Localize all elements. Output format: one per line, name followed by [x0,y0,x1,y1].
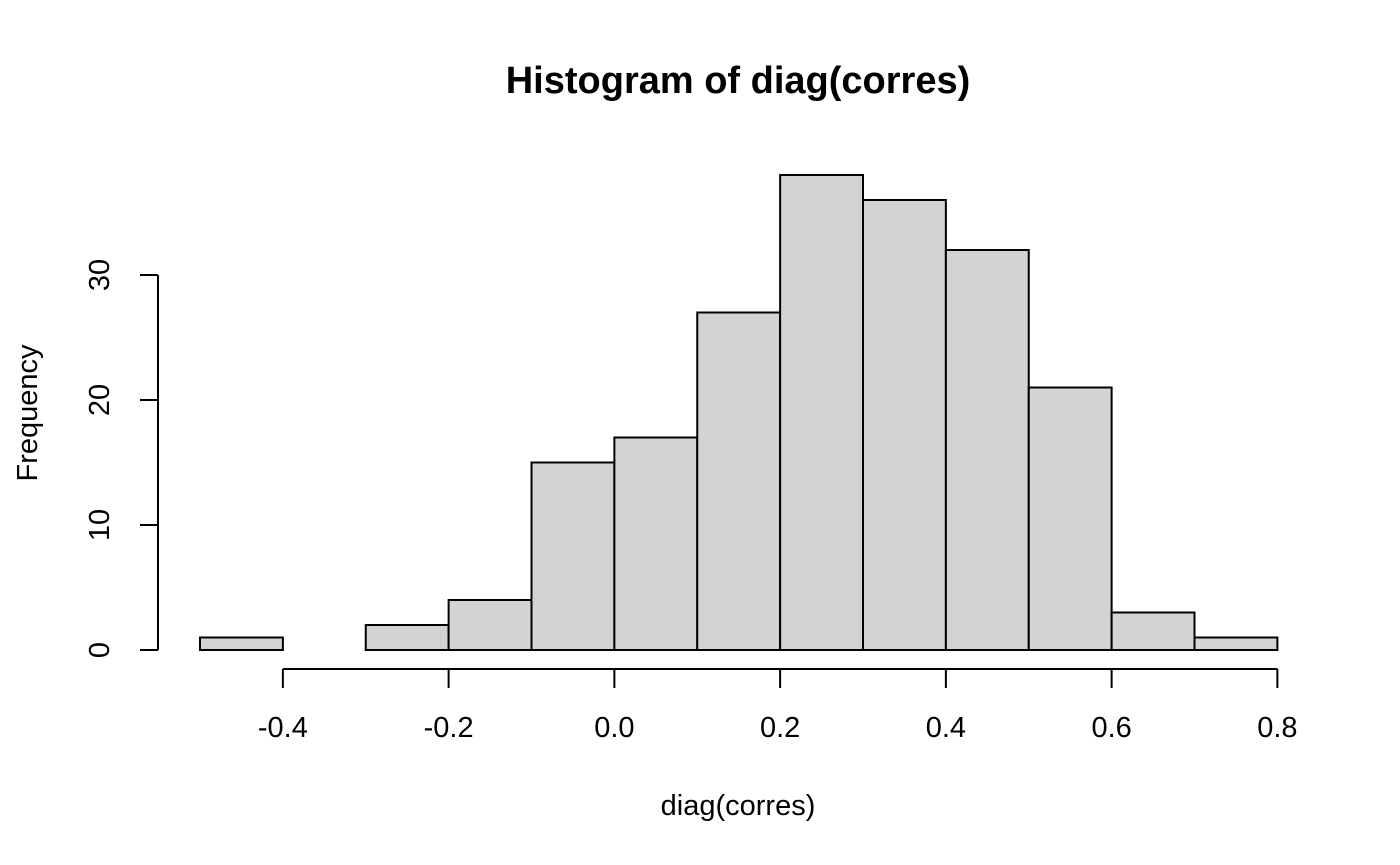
histogram-bar [199,636,284,651]
y-tick-label: 10 [84,509,116,541]
y-tick-label: 0 [84,642,116,658]
histogram-bar [530,461,616,651]
histogram-bar [1027,386,1113,651]
x-tick-label: 0.2 [760,712,800,744]
x-tick-label: 0.4 [926,712,966,744]
y-tick-label: 20 [84,384,116,416]
histogram-bar [613,436,699,651]
x-axis-label: diag(corres) [661,790,816,822]
histogram-bars [199,174,1279,651]
histogram-bar [447,599,533,651]
y-tick-label: 30 [84,259,116,291]
x-tick-label: -0.4 [258,712,308,744]
x-tick-label: 0.6 [1091,712,1131,744]
histogram-bar [364,624,450,651]
histogram-bar [696,311,782,651]
histogram-bar [944,249,1030,651]
histogram-bar [1193,636,1279,651]
x-tick-label: -0.2 [424,712,474,744]
histogram-bar [862,199,947,651]
histogram-bar [779,174,864,651]
y-axis: 0 10 20 30 [84,259,159,658]
x-tick-label: 0.0 [594,712,634,744]
x-axis: -0.4 -0.2 0.0 0.2 0.4 0.6 0.8 [258,668,1298,744]
x-tick-label: 0.8 [1257,712,1297,744]
y-axis-label: Frequency [12,344,44,482]
chart-title: Histogram of diag(corres) [506,60,971,102]
histogram-bar [1110,611,1196,651]
